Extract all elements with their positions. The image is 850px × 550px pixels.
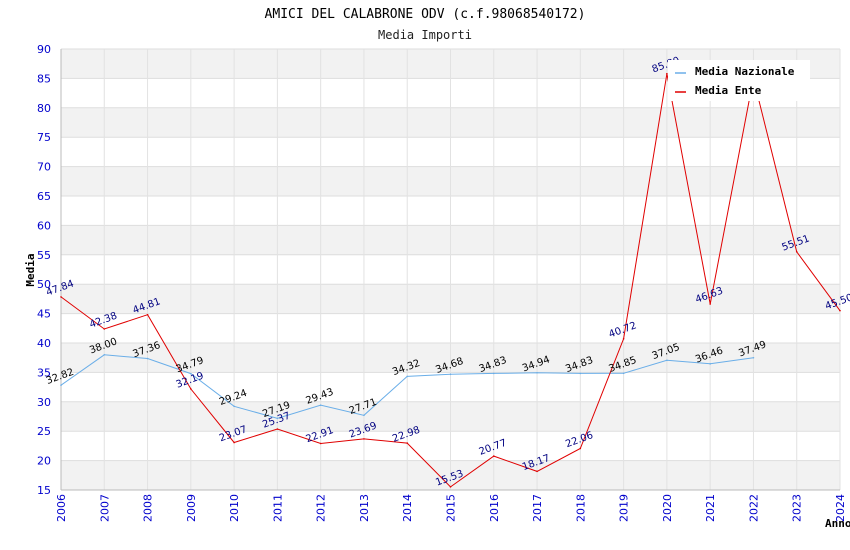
y-tick-label: 25 bbox=[37, 425, 51, 438]
legend-label-media-ente: Media Ente bbox=[695, 84, 762, 97]
data-point-media-nazionale bbox=[579, 372, 582, 375]
x-tick-label: 2011 bbox=[271, 494, 284, 522]
y-tick-label: 20 bbox=[37, 455, 51, 468]
x-tick-label: 2012 bbox=[315, 494, 328, 522]
data-point-media-nazionale bbox=[146, 357, 149, 360]
y-tick-label: 30 bbox=[37, 396, 51, 409]
y-tick-label: 65 bbox=[37, 190, 51, 203]
data-label-media-ente: 22.06 bbox=[564, 430, 595, 450]
data-label-media-ente: 40.72 bbox=[607, 320, 638, 340]
x-tick-label: 2024 bbox=[834, 494, 847, 522]
data-point-media-nazionale bbox=[709, 363, 711, 365]
x-tick-label: 2008 bbox=[142, 494, 155, 522]
data-point-media-ente bbox=[839, 309, 841, 312]
chart-title: AMICI DEL CALABRONE ODV (c.f.98068540172… bbox=[265, 7, 586, 22]
data-point-media-ente bbox=[579, 447, 582, 450]
y-axis-label: Media bbox=[24, 253, 37, 286]
data-point-media-nazionale bbox=[276, 417, 279, 420]
y-tick-label: 85 bbox=[37, 72, 51, 85]
data-point-media-ente bbox=[233, 441, 235, 444]
data-point-media-ente bbox=[666, 72, 668, 75]
data-point-media-ente bbox=[103, 328, 106, 330]
y-tick-label: 55 bbox=[37, 249, 51, 262]
y-tick-label: 75 bbox=[37, 131, 51, 144]
x-tick-label: 2013 bbox=[358, 494, 371, 522]
data-point-media-ente bbox=[795, 251, 798, 253]
data-point-media-ente bbox=[319, 442, 322, 445]
y-tick-label: 35 bbox=[37, 366, 51, 379]
data-point-media-ente bbox=[536, 470, 538, 473]
x-tick-label: 2017 bbox=[531, 494, 544, 522]
legend-label-media-nazionale: Media Nazionale bbox=[695, 65, 795, 78]
y-tick-label: 60 bbox=[37, 219, 51, 232]
data-point-media-ente bbox=[276, 428, 279, 430]
y-tick-label: 45 bbox=[37, 308, 51, 321]
x-tick-label: 2016 bbox=[488, 494, 501, 522]
y-tick-label: 90 bbox=[37, 43, 51, 56]
data-label-media-ente: 20.77 bbox=[478, 438, 509, 458]
y-tick-label: 70 bbox=[37, 161, 51, 174]
data-point-media-nazionale bbox=[622, 372, 625, 375]
data-point-media-nazionale bbox=[319, 404, 322, 406]
data-point-media-ente bbox=[363, 438, 365, 440]
data-point-media-nazionale bbox=[492, 372, 495, 375]
x-tick-label: 2006 bbox=[55, 494, 68, 522]
y-tick-label: 80 bbox=[37, 102, 51, 115]
data-point-media-ente bbox=[709, 303, 711, 305]
x-tick-label: 2020 bbox=[661, 494, 674, 522]
data-point-media-ente bbox=[406, 442, 409, 444]
data-point-media-nazionale bbox=[536, 371, 538, 374]
data-point-media-ente bbox=[146, 313, 149, 316]
x-tick-label: 2022 bbox=[747, 494, 760, 522]
chart-subtitle: Media Importi bbox=[378, 28, 472, 42]
x-tick-label: 2021 bbox=[704, 494, 717, 522]
x-tick-label: 2007 bbox=[98, 494, 111, 522]
x-tick-label: 2014 bbox=[401, 494, 414, 522]
x-tick-label: 2023 bbox=[791, 494, 804, 522]
legend: Media Nazionale Media Ente bbox=[668, 60, 810, 101]
y-tick-label: 40 bbox=[37, 337, 51, 350]
x-tick-label: 2009 bbox=[185, 494, 198, 522]
data-point-media-ente bbox=[449, 486, 452, 488]
data-point-media-nazionale bbox=[190, 372, 192, 375]
legend-box bbox=[668, 60, 810, 101]
x-tick-label: 2019 bbox=[618, 494, 631, 522]
y-tick-label: 50 bbox=[37, 278, 51, 291]
x-axis-label: Anno bbox=[825, 517, 850, 530]
x-tick-label: 2010 bbox=[228, 494, 241, 522]
x-tick-label: 2015 bbox=[445, 494, 458, 522]
data-point-media-ente bbox=[190, 388, 192, 390]
y-tick-label: 15 bbox=[37, 484, 51, 497]
axes: 15 20 25 30 35 40 45 50 55 60 65 70 75 80 85 90 2006 2007… bbox=[37, 43, 847, 522]
data-point-media-nazionale bbox=[752, 356, 755, 359]
data-point-media-ente bbox=[622, 337, 625, 340]
data-point-media-nazionale bbox=[233, 405, 235, 408]
data-point-media-ente bbox=[60, 296, 62, 298]
data-point-media-nazionale bbox=[449, 373, 452, 376]
x-tick-label: 2018 bbox=[574, 494, 587, 522]
data-point-media-nazionale bbox=[60, 384, 62, 387]
data-point-media-nazionale bbox=[406, 375, 409, 378]
data-point-media-nazionale bbox=[103, 353, 106, 356]
data-point-media-nazionale bbox=[363, 414, 365, 417]
data-point-media-ente bbox=[492, 455, 495, 457]
data-point-media-nazionale bbox=[666, 359, 668, 362]
